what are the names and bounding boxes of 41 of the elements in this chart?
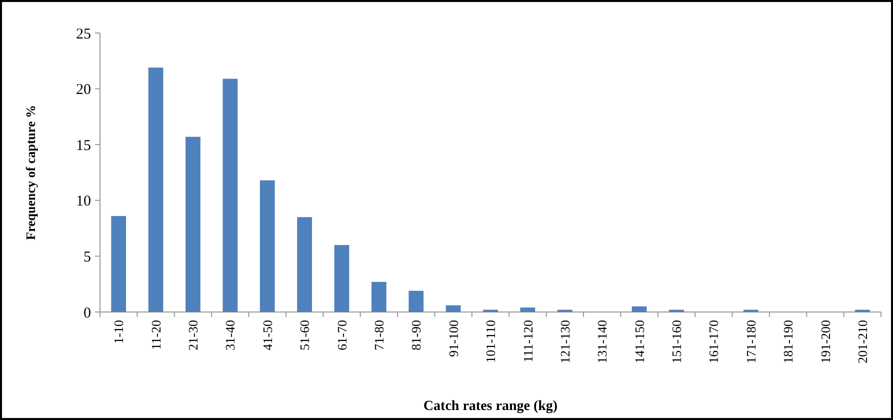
- x-tick-label: 201-210: [854, 320, 870, 364]
- x-tick-label: 31-40: [222, 320, 238, 350]
- bar: [297, 217, 312, 312]
- bar: [371, 282, 386, 312]
- x-tick-label: 171-180: [743, 320, 758, 364]
- x-tick-label: 1-10: [111, 320, 126, 344]
- x-tick-label: 131-140: [594, 320, 610, 364]
- x-tick-label: 161-170: [706, 320, 722, 364]
- y-tick-label: 15: [76, 138, 91, 154]
- x-tick-label: 71-80: [371, 320, 386, 350]
- x-tick-label: 101-110: [483, 320, 498, 363]
- y-tick-label: 10: [76, 194, 91, 210]
- bar: [334, 245, 350, 312]
- y-tick-label: 5: [84, 249, 91, 266]
- y-tick-label: 25: [76, 26, 91, 42]
- bar: [111, 216, 126, 312]
- x-tick-label: 41-50: [260, 320, 275, 350]
- x-tick-label: 91-100: [446, 320, 461, 357]
- x-tick-label: 141-150: [632, 320, 647, 364]
- x-tick-label: 181-190: [780, 320, 796, 364]
- x-tick-label: 21-30: [186, 320, 201, 350]
- bar: [632, 306, 647, 312]
- y-axis-title: Frequency of capture %: [23, 105, 38, 240]
- bar: [446, 305, 461, 312]
- x-axis-title: Catch rates range (kg): [423, 399, 558, 414]
- x-tick-label: 11-20: [148, 320, 164, 350]
- bar: [260, 180, 275, 312]
- bar: [186, 136, 200, 312]
- x-tick-label: 111-120: [520, 320, 536, 362]
- x-tick-label: 191-200: [818, 320, 833, 364]
- bar: [148, 68, 164, 312]
- bar: [520, 308, 536, 312]
- y-tick-label: 0: [84, 305, 91, 322]
- y-tick-label: 20: [76, 82, 91, 98]
- x-tick-label: 51-60: [297, 320, 312, 350]
- x-tick-label: 151-160: [669, 320, 684, 364]
- x-tick-label: 81-90: [408, 320, 424, 350]
- bar: [222, 78, 238, 312]
- x-tick-label: 61-70: [334, 320, 350, 350]
- x-tick-label: 121-130: [557, 320, 572, 364]
- bar: [408, 290, 424, 312]
